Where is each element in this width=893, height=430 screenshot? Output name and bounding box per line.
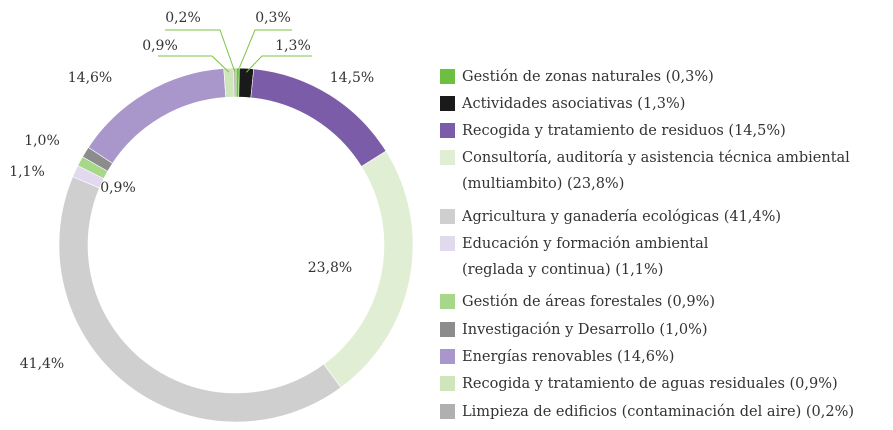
value-label: 1,0% [24,133,60,149]
value-label: 0,2% [165,10,201,26]
legend-label: Agricultura y ganadería ecológicas (41,4… [462,209,782,225]
legend-label: Recogida y tratamiento de residuos (14,5… [462,123,786,139]
value-label: 0,3% [255,10,291,26]
legend-label: Educación y formación ambiental (reglada… [462,236,709,278]
legend-label: Recogida y tratamiento de aguas residual… [462,376,838,392]
legend-swatch [440,404,455,419]
donut-segment [223,67,235,98]
leader-line [237,29,292,73]
legend-swatch [440,209,455,224]
legend-label: Energías renovables (14,6%) [462,349,675,365]
legend-label: Limpieza de edificios (contaminación del… [462,404,855,420]
donut-segment [58,176,342,423]
legend-label: Investigación y Desarrollo (1,0%) [462,322,708,338]
value-label: 14,5% [330,70,374,86]
leader-line [245,55,312,73]
value-label: 41,4% [20,356,64,372]
value-label: 0,9% [142,38,178,54]
legend-swatch [440,96,455,111]
legend-swatch [440,322,455,337]
legend-label: Gestión de áreas forestales (0,9%) [462,294,716,310]
legend-swatch [440,349,455,364]
value-label: 0,9% [100,180,136,196]
leader-line [158,55,230,73]
legend-swatch [440,294,455,309]
leader-line [165,29,236,73]
value-label: 1,3% [275,38,311,54]
legend-swatch [440,376,455,391]
legend-swatch [440,69,455,84]
legend-swatch [440,236,455,251]
legend-swatch [440,123,455,138]
value-label: 14,6% [68,70,112,86]
value-label: 23,8% [308,260,352,276]
donut-segment [233,67,237,98]
legend-label: Gestión de zonas naturales (0,3%) [462,69,714,85]
value-label: 1,1% [9,164,45,180]
legend-swatch [440,150,455,165]
legend-label: Consultoría, auditoría y asistencia técn… [462,150,850,192]
legend-label: Actividades asociativas (1,3%) [462,96,686,112]
